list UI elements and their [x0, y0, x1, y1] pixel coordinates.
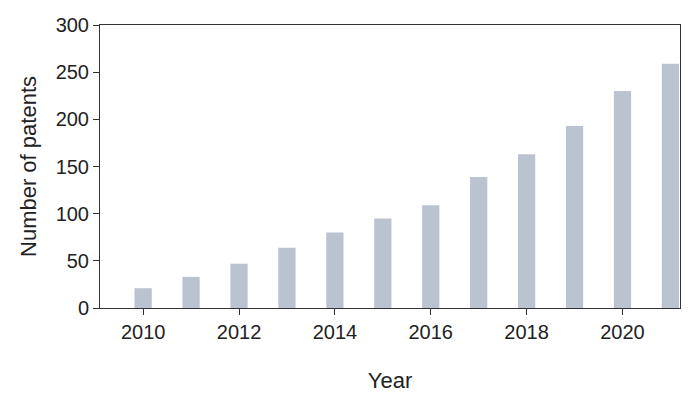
svg-text:250: 250 [56, 61, 89, 83]
svg-text:300: 300 [56, 14, 89, 36]
svg-text:Year: Year [368, 368, 412, 393]
svg-text:2016: 2016 [408, 321, 453, 343]
svg-text:2018: 2018 [504, 321, 549, 343]
svg-text:150: 150 [56, 156, 89, 178]
svg-text:Number of patents: Number of patents [16, 76, 41, 257]
svg-text:2020: 2020 [600, 321, 645, 343]
svg-text:2012: 2012 [217, 321, 262, 343]
svg-text:50: 50 [67, 250, 89, 272]
svg-text:200: 200 [56, 108, 89, 130]
svg-text:100: 100 [56, 203, 89, 225]
svg-text:0: 0 [78, 297, 89, 319]
svg-text:2014: 2014 [313, 321, 358, 343]
svg-text:2010: 2010 [121, 321, 166, 343]
